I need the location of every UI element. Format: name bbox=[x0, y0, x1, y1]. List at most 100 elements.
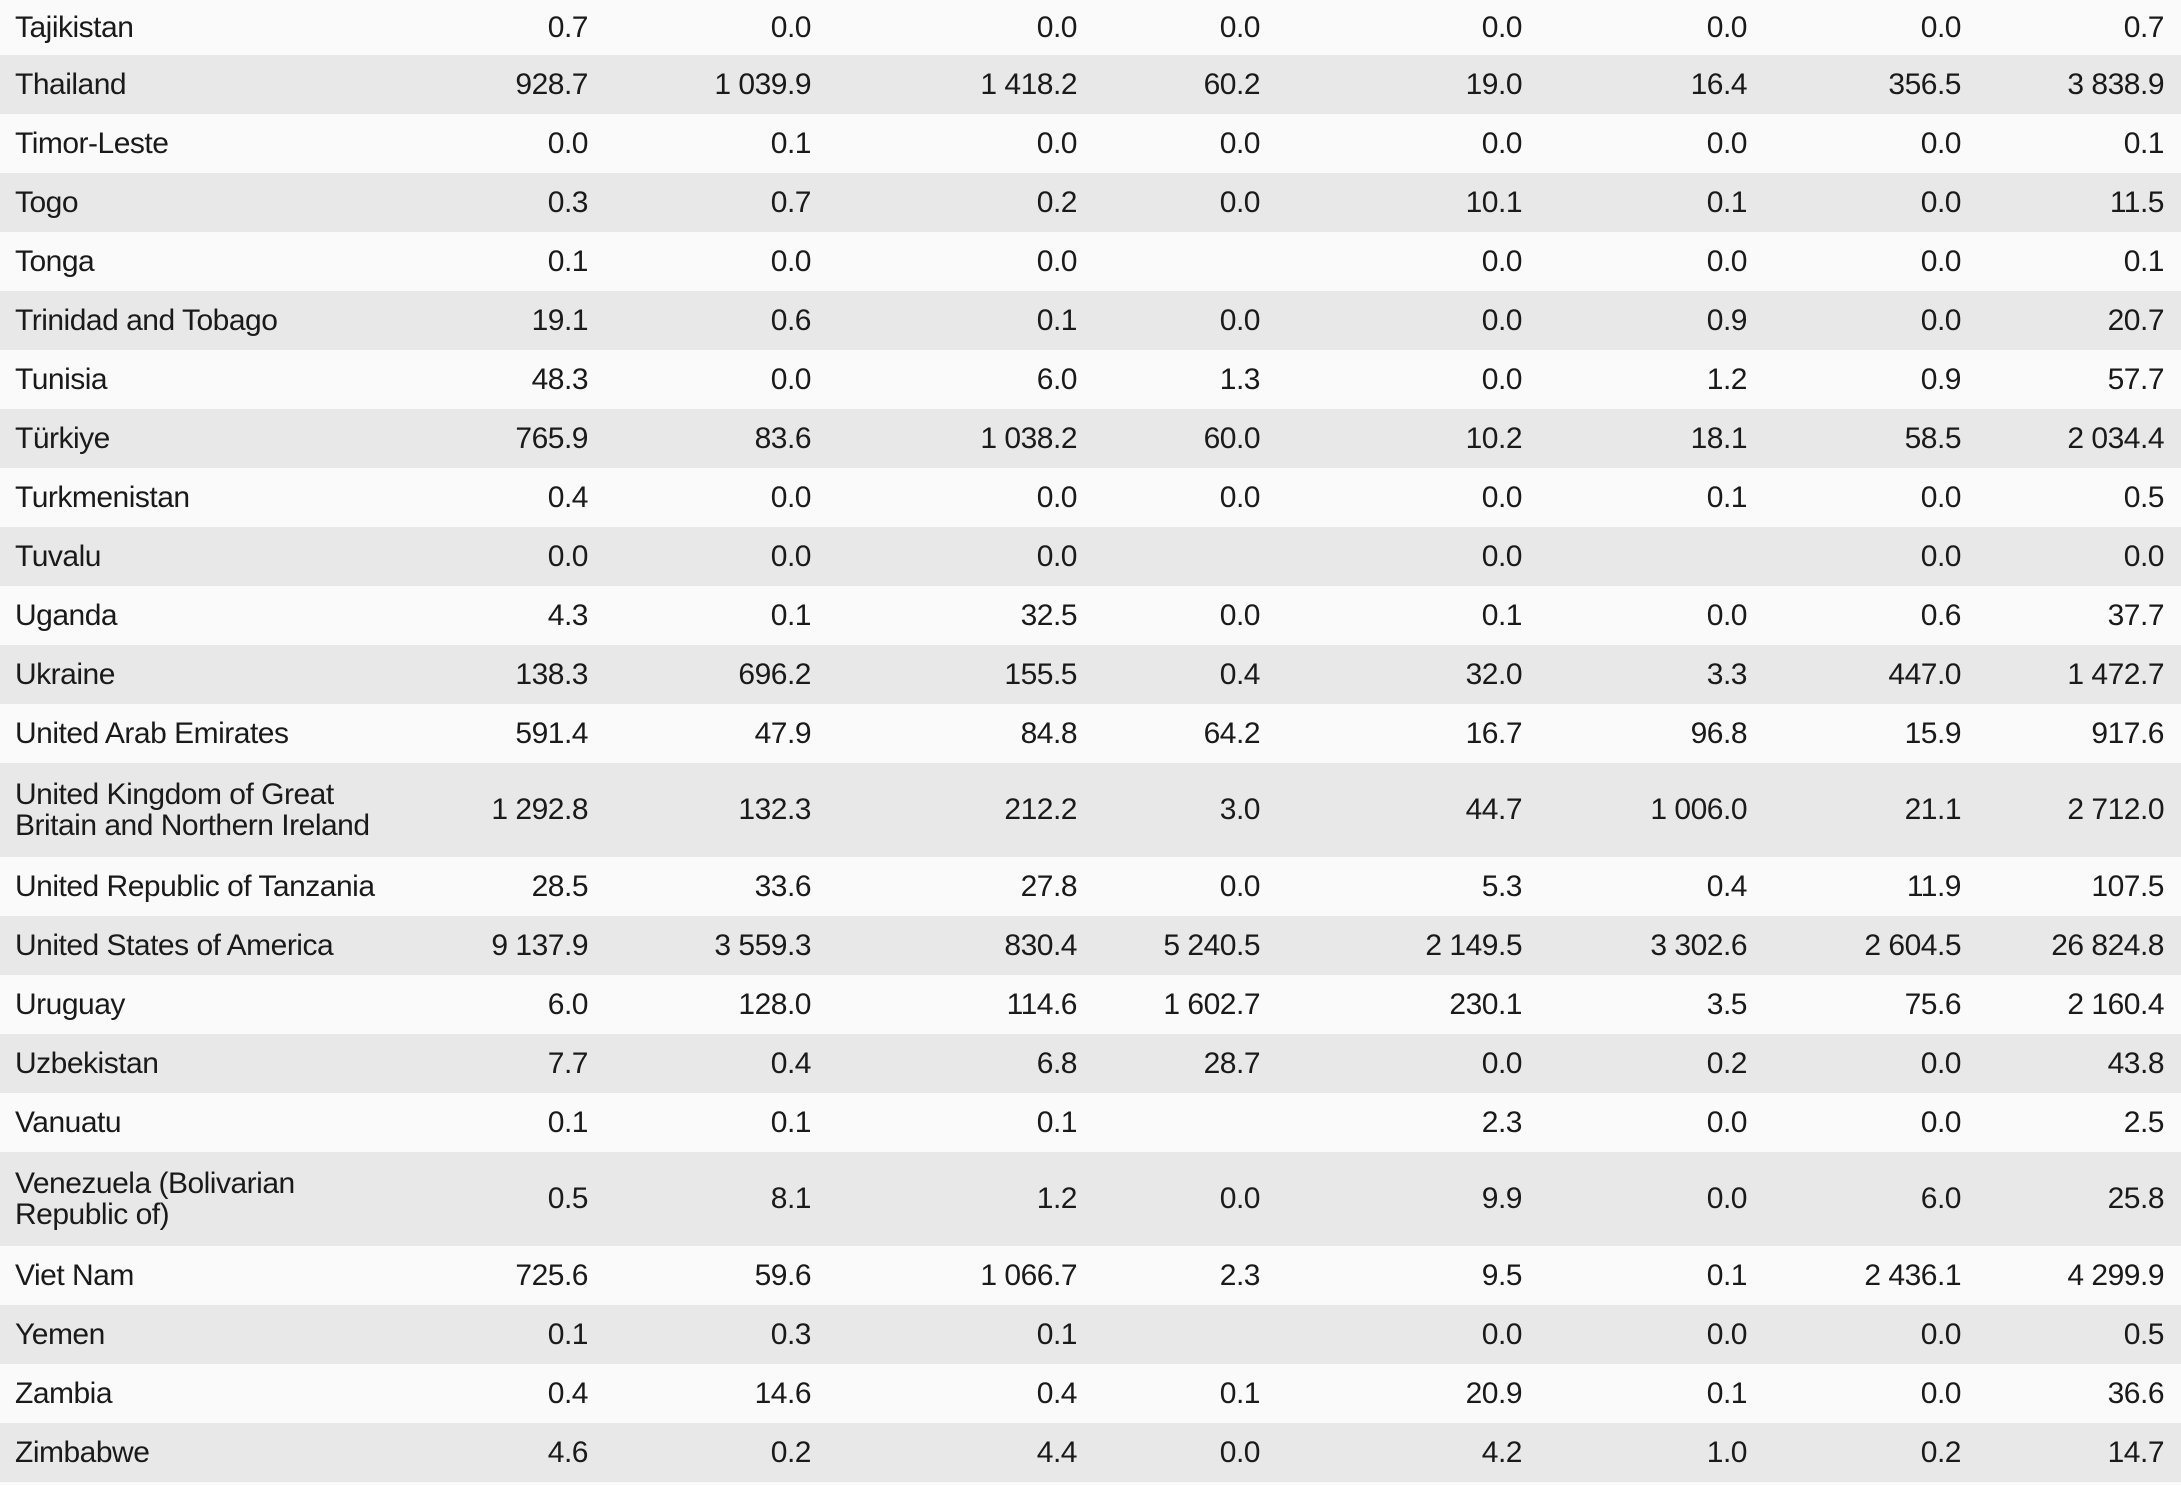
country-name: Venezuela (Bolivarian Republic of) bbox=[15, 1167, 295, 1231]
value-cell: 0.5 bbox=[547, 1182, 589, 1215]
value-cell: 96.8 bbox=[1690, 716, 1748, 750]
value-cell: 4.2 bbox=[1481, 1435, 1523, 1469]
value-cell: 0.0 bbox=[1706, 1182, 1748, 1215]
country-name: Türkiye bbox=[15, 422, 110, 455]
value-cell: 0.0 bbox=[1706, 10, 1748, 44]
value-cell: 2.5 bbox=[2123, 1105, 2165, 1139]
country-name: United Arab Emirates bbox=[15, 717, 289, 750]
value-cell: 1 292.8 bbox=[491, 793, 588, 826]
value-cell bbox=[1020, 527, 1260, 586]
value-cell: 3 559.3 bbox=[714, 928, 811, 962]
value-cell: 0.1 bbox=[1036, 1317, 1078, 1351]
country-name: Uruguay bbox=[15, 988, 125, 1021]
value-cell: 0.0 bbox=[547, 539, 589, 573]
value-cell: 356.5 bbox=[1888, 67, 1961, 101]
value-cell: 58.5 bbox=[1904, 421, 1962, 455]
table-row: Tunisia 48.3 0.0 6.0 1.3 0.0 1.2 0.9 57.7 bbox=[0, 350, 2181, 409]
table-row: Venezuela (Bolivarian Republic of) 0.5 8.1… bbox=[0, 1152, 2181, 1246]
value-cell: 60.2 bbox=[1203, 67, 1261, 101]
value-cell: 114.6 bbox=[1006, 987, 1078, 1021]
value-cell: 0.1 bbox=[770, 598, 812, 632]
value-cell: 3.0 bbox=[1219, 793, 1261, 826]
value-cell: 0.0 bbox=[1481, 10, 1523, 44]
value-cell: 0.4 bbox=[770, 1046, 812, 1080]
value-cell: 0.0 bbox=[1036, 480, 1078, 514]
value-cell: 2 034.4 bbox=[2067, 421, 2164, 455]
country-name: Zambia bbox=[15, 1377, 113, 1410]
value-cell: 3 838.9 bbox=[2067, 67, 2164, 101]
value-cell: 84.8 bbox=[1020, 716, 1078, 750]
value-cell: 447.0 bbox=[1888, 657, 1961, 691]
value-cell: 0.1 bbox=[547, 244, 589, 278]
value-cell: 32.0 bbox=[1465, 657, 1523, 691]
value-cell: 48.3 bbox=[531, 362, 589, 396]
value-cell: 2 604.5 bbox=[1864, 928, 1961, 962]
country-name: Ukraine bbox=[15, 658, 115, 691]
value-cell: 11.5 bbox=[2109, 185, 2165, 219]
country-name: Tonga bbox=[15, 245, 95, 278]
value-cell: 2 712.0 bbox=[2067, 793, 2164, 826]
value-cell: 83.6 bbox=[754, 421, 812, 455]
value-cell: 0.0 bbox=[547, 126, 589, 160]
value-cell: 9 137.9 bbox=[491, 928, 588, 962]
value-cell: 0.1 bbox=[1706, 480, 1748, 514]
value-cell: 6.0 bbox=[1920, 1182, 1962, 1215]
value-cell: 1 038.2 bbox=[980, 421, 1077, 455]
value-cell: 2.3 bbox=[1481, 1105, 1523, 1139]
value-cell: 3.5 bbox=[1706, 987, 1748, 1021]
value-cell: 20.9 bbox=[1465, 1376, 1523, 1410]
value-cell: 0.0 bbox=[1920, 1046, 1962, 1080]
value-cell: 0.0 bbox=[1481, 362, 1523, 396]
value-cell: 0.1 bbox=[547, 1105, 589, 1139]
value-cell: 6.8 bbox=[1036, 1046, 1078, 1080]
value-cell: 0.7 bbox=[547, 10, 589, 44]
value-cell: 57.7 bbox=[2107, 362, 2165, 396]
table-row: Uruguay 6.0 128.0 114.6 1 602.7 230.1 3.5 75.6 2… bbox=[0, 975, 2181, 1034]
table-row: United Kingdom of Great Britain and Nort… bbox=[0, 763, 2181, 857]
value-cell: 0.0 bbox=[1219, 869, 1261, 903]
country-name: Turkmenistan bbox=[15, 481, 190, 514]
value-cell: 0.5 bbox=[2123, 1317, 2165, 1351]
value-cell: 0.3 bbox=[770, 1317, 812, 1351]
table-row: Togo 0.3 0.7 0.2 0.0 10.1 0.1 0.0 11.5 bbox=[0, 173, 2181, 232]
table-row: Vanuatu 0.1 0.1 0.1 2.3 0.0 0.0 2.5 bbox=[0, 1093, 2181, 1152]
table-row: Yemen 0.1 0.3 0.1 0.0 0.0 0.0 0.5 bbox=[0, 1305, 2181, 1364]
value-cell: 4.6 bbox=[547, 1435, 589, 1469]
value-cell: 44.7 bbox=[1465, 793, 1523, 826]
value-cell: 9.9 bbox=[1481, 1182, 1523, 1215]
value-cell: 2 149.5 bbox=[1425, 928, 1522, 962]
table-row: Trinidad and Tobago 19.1 0.6 0.1 0.0 0.0 0.9 0.… bbox=[0, 291, 2181, 350]
value-cell: 0.0 bbox=[1219, 480, 1261, 514]
value-cell: 155.5 bbox=[1004, 657, 1077, 691]
value-cell: 0.0 bbox=[1481, 1317, 1523, 1351]
value-cell: 9.5 bbox=[1481, 1258, 1523, 1292]
value-cell: 0.0 bbox=[1481, 539, 1523, 573]
country-name: Viet Nam bbox=[15, 1259, 134, 1292]
value-cell: 0.0 bbox=[1706, 1317, 1748, 1351]
table-row: Tajikistan 0.7 0.0 0.0 0.0 0.0 0.0 0.0 0.7 bbox=[0, 0, 2181, 55]
value-cell: 4 299.9 bbox=[2067, 1258, 2164, 1292]
value-cell bbox=[1507, 527, 1747, 586]
value-cell: 0.6 bbox=[770, 303, 812, 337]
value-cell: 830.4 bbox=[1004, 928, 1077, 962]
value-cell: 60.0 bbox=[1203, 421, 1261, 455]
value-cell: 0.4 bbox=[1036, 1376, 1078, 1410]
country-name: Vanuatu bbox=[15, 1106, 122, 1139]
value-cell: 0.0 bbox=[1706, 598, 1748, 632]
table-row: Tuvalu 0.0 0.0 0.0 0.0 0.0 0.0 bbox=[0, 527, 2181, 586]
value-cell: 3.3 bbox=[1706, 657, 1748, 691]
value-cell: 1 006.0 bbox=[1650, 793, 1747, 826]
value-cell: 0.0 bbox=[770, 362, 812, 396]
table-row: Timor-Leste 0.0 0.1 0.0 0.0 0.0 0.0 0.0 0.1 bbox=[0, 114, 2181, 173]
value-cell: 16.7 bbox=[1465, 716, 1523, 750]
value-cell: 1 039.9 bbox=[714, 67, 811, 101]
value-cell: 138.3 bbox=[515, 657, 588, 691]
value-cell: 1.2 bbox=[1706, 362, 1748, 396]
value-cell: 27.8 bbox=[1020, 869, 1078, 903]
value-cell: 4.4 bbox=[1036, 1435, 1078, 1469]
value-cell: 132.3 bbox=[738, 793, 811, 826]
value-cell: 75.6 bbox=[1904, 987, 1962, 1021]
value-cell: 0.0 bbox=[1036, 244, 1078, 278]
value-cell: 1 066.7 bbox=[980, 1258, 1077, 1292]
value-cell: 0.0 bbox=[1219, 598, 1261, 632]
